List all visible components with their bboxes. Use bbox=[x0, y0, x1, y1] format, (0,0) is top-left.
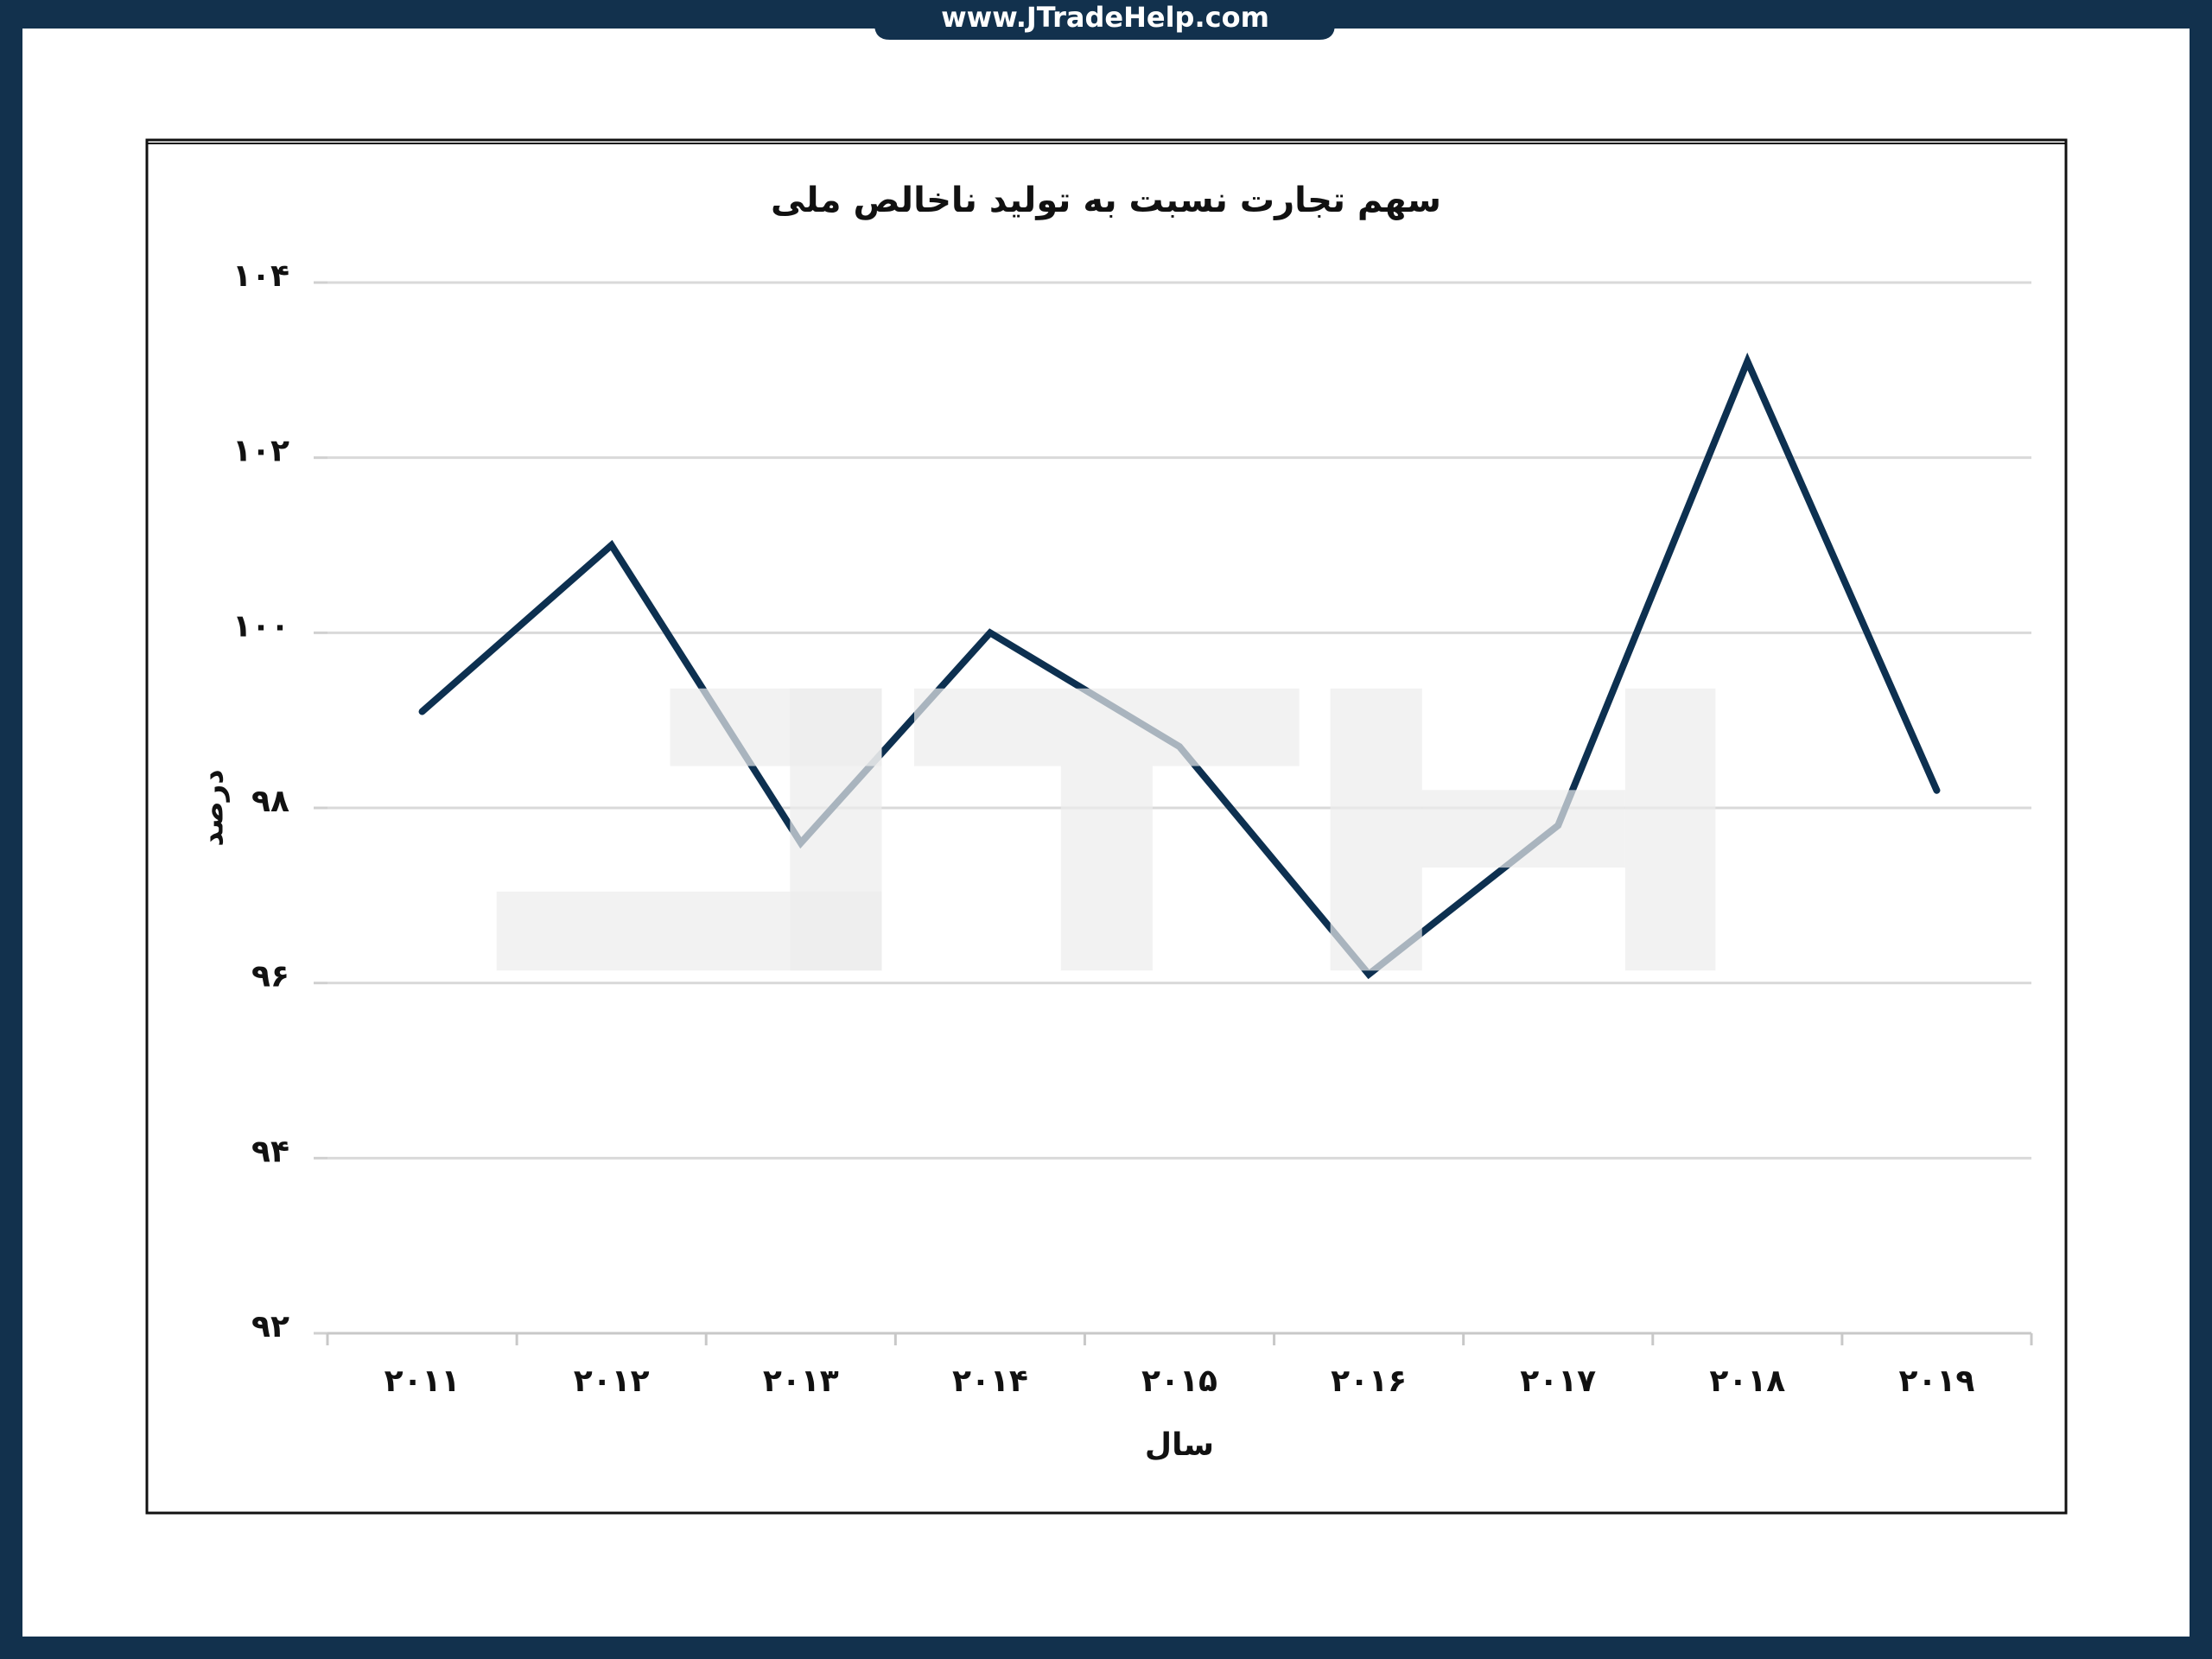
x-tick-label: ۲۰۱۵ bbox=[1141, 1363, 1217, 1399]
x-axis-title: سال bbox=[1145, 1427, 1214, 1463]
x-tick-label: ۲۰۱۴ bbox=[952, 1363, 1028, 1399]
chart-title: سهم تجارت نسبت به تولید ناخالص ملی bbox=[771, 181, 1441, 220]
x-tick-label: ۲۰۱۲ bbox=[574, 1363, 650, 1399]
x-tick-label: ۲۰۱۱ bbox=[385, 1363, 461, 1399]
header-tab bbox=[874, 0, 1335, 40]
y-tick-label: ۱۰۴ bbox=[232, 258, 289, 294]
y-tick-label: ۱۰۰ bbox=[232, 608, 289, 644]
x-tick-label: ۲۰۱۷ bbox=[1520, 1363, 1596, 1399]
x-tick-label: ۲۰۱۶ bbox=[1331, 1363, 1407, 1399]
x-tick-label: ۲۰۱۸ bbox=[1709, 1363, 1785, 1399]
watermark bbox=[496, 688, 1716, 971]
header-link: www.JTradeHelp.com bbox=[941, 1, 1269, 34]
y-tick-label: ۹۶ bbox=[251, 959, 289, 995]
y-tick-label: ۱۰۲ bbox=[232, 434, 289, 469]
chart-border bbox=[145, 138, 2068, 1515]
y-tick-label: ۹۸ bbox=[251, 784, 289, 819]
y-tick-label: ۹۴ bbox=[251, 1134, 289, 1169]
y-tick-label: ۹۲ bbox=[251, 1309, 289, 1344]
x-tick-label: ۲۰۱۳ bbox=[763, 1363, 839, 1399]
x-tick-label: ۲۰۱۹ bbox=[1898, 1363, 1974, 1399]
y-axis-title: درصد bbox=[196, 769, 231, 847]
